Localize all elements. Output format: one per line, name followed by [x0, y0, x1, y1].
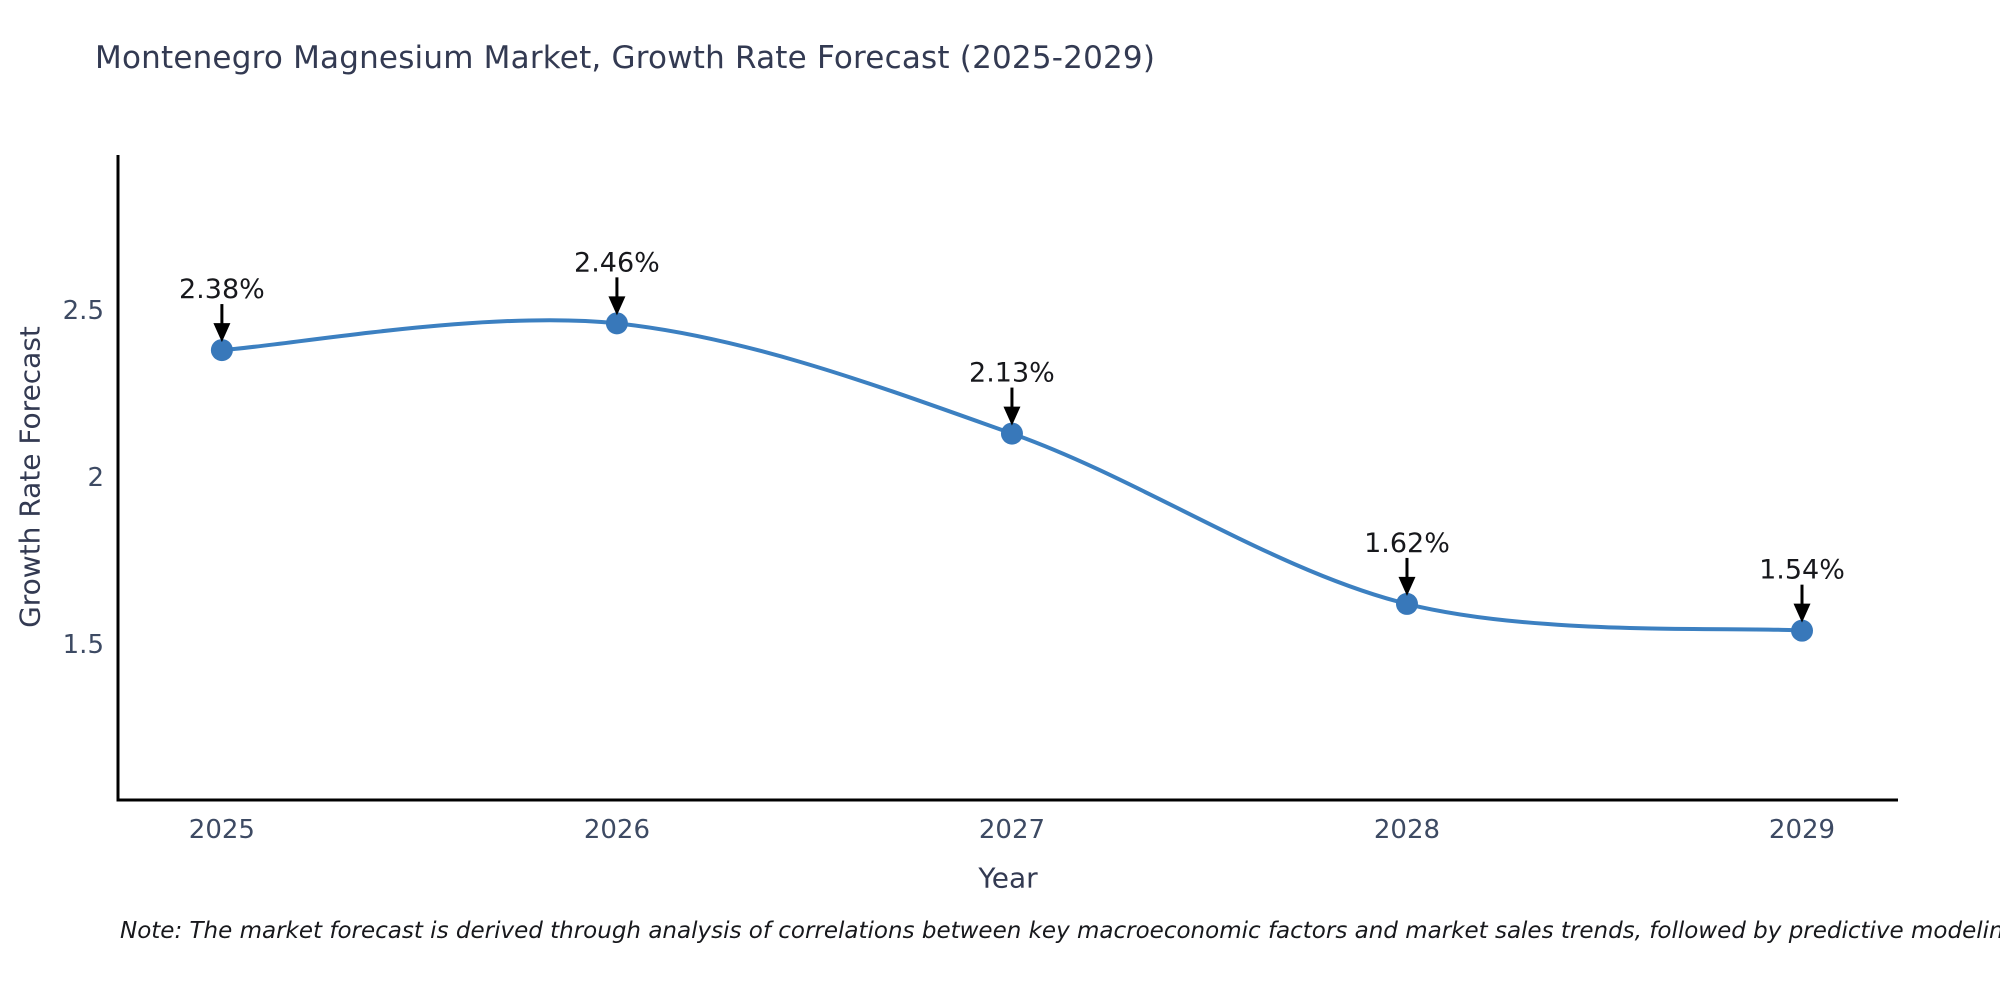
y-tick-label: 2: [87, 463, 104, 493]
annotation-arrowhead-icon: [1793, 603, 1811, 623]
data-point-marker: [210, 339, 233, 362]
annotation-label: 2.46%: [574, 247, 660, 278]
chart-footnote: Note: The market forecast is derived thr…: [120, 918, 2000, 944]
data-point-marker: [1395, 592, 1418, 615]
x-tick-label: 2026: [584, 815, 650, 845]
x-tick-label: 2027: [979, 815, 1045, 845]
x-tick-label: 2028: [1374, 815, 1440, 845]
data-point-marker: [605, 312, 628, 335]
data-point-marker: [1000, 422, 1023, 445]
annotation-label: 1.54%: [1759, 555, 1845, 586]
annotation-arrowhead-icon: [608, 296, 626, 316]
annotation-label: 1.62%: [1364, 528, 1450, 559]
y-tick-label: 2.5: [63, 296, 104, 326]
chart-title: Montenegro Magnesium Market, Growth Rate…: [95, 40, 1156, 76]
annotation-arrowhead-icon: [213, 323, 231, 343]
annotation-label: 2.13%: [969, 358, 1055, 389]
x-tick-label: 2029: [1769, 815, 1835, 845]
annotation-arrowhead-icon: [1003, 406, 1021, 426]
x-tick-label: 2025: [189, 815, 255, 845]
annotation-label: 2.38%: [179, 274, 265, 305]
y-tick-label: 1.5: [63, 630, 104, 660]
x-axis-title: Year: [978, 861, 1038, 895]
annotation-arrowhead-icon: [1398, 576, 1416, 596]
data-point-marker: [1791, 619, 1814, 642]
